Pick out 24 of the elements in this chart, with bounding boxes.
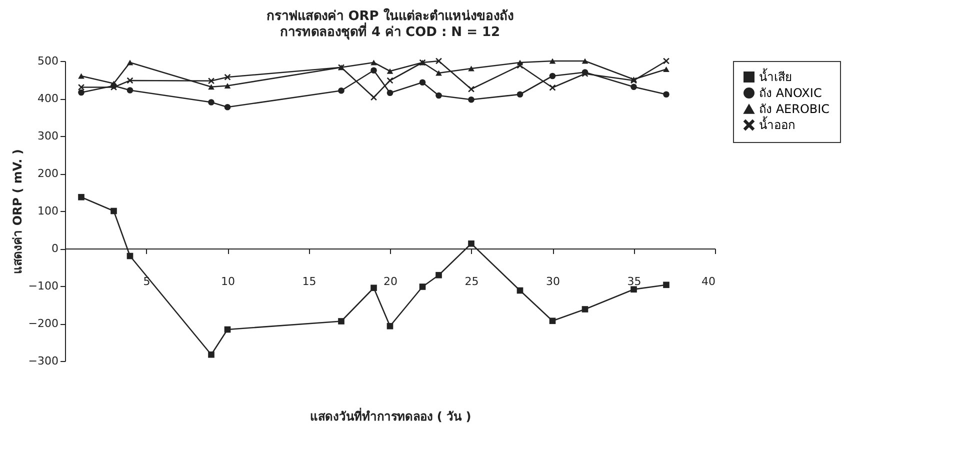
y-axis-title: แสดงค่า ORP ( mV. ) [10, 149, 24, 274]
x-axis-title: แสดงวันที่ทำการทดลอง ( วัน ) [310, 408, 472, 424]
legend-label: น้ำเสีย [759, 68, 792, 84]
y-tick-label: 0 [52, 242, 58, 255]
legend-label: ถัง ANOXIC [759, 86, 822, 100]
y-tick-label: 300 [38, 130, 58, 142]
x-tick-label: 15 [302, 275, 316, 288]
x-tick-label: 10 [221, 275, 235, 288]
x-tick-label: 20 [384, 275, 398, 288]
y-tick-label: −200 [28, 317, 58, 330]
y-tick-label: 100 [38, 204, 58, 218]
y-tick-label: 400 [38, 92, 58, 105]
y-tick-label: −300 [28, 354, 58, 368]
x-tick-label: 25 [464, 275, 479, 288]
y-tick-label: 500 [38, 54, 58, 68]
legend-label: ถัง AEROBIC [759, 102, 830, 116]
legend-label: น้ำออก [759, 116, 795, 132]
x-tick-label: 35 [627, 275, 642, 288]
x-tick-label: 30 [546, 275, 560, 288]
chart-subtitle: การทดลองชุดที่ 4 ค่า COD : N = 12 [280, 25, 500, 40]
chart-title: กราฟแสดงค่า ORP ในแต่ละตำแหน่งของถัง [266, 7, 514, 24]
y-tick-label: 200 [38, 167, 58, 180]
x-tick-label: 40 [702, 275, 716, 288]
y-tick-label: −100 [28, 280, 58, 292]
